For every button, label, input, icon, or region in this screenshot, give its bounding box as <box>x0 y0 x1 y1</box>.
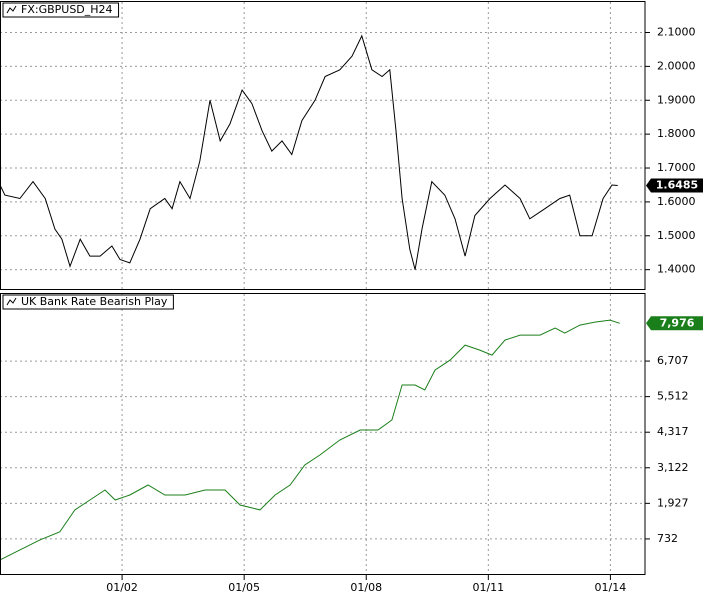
y-tick-label: 5,512 <box>657 390 689 403</box>
y-tick-label: 1.8000 <box>657 127 696 140</box>
legend-icon <box>6 5 17 14</box>
y-tick-label: 2.1000 <box>657 25 696 38</box>
panel-border <box>0 1 646 290</box>
last-value-label: 1.6485 <box>656 178 698 191</box>
x-tick-label: 01/14 <box>595 581 627 594</box>
last-value-marker <box>646 178 703 193</box>
y-tick-label: 1.4000 <box>657 263 696 276</box>
x-tick-label: 01/08 <box>350 581 382 594</box>
y-tick-label: 1.9000 <box>657 93 696 106</box>
legend: UK Bank Rate Bearish Play <box>2 294 174 310</box>
legend-icon <box>6 297 17 306</box>
price-line <box>0 319 620 561</box>
legend-box <box>2 2 120 18</box>
legend-label: FX:GBPUSD_H24 <box>21 3 113 16</box>
legend-box <box>2 294 174 310</box>
y-tick-label: 732 <box>657 532 678 545</box>
price-line <box>0 34 618 270</box>
y-tick-label: 1,927 <box>657 496 689 509</box>
y-tick-label: 6,707 <box>657 354 689 367</box>
legend-label: UK Bank Rate Bearish Play <box>21 295 168 308</box>
y-tick-label: 3,122 <box>657 461 689 474</box>
y-tick-label: 1.6000 <box>657 195 696 208</box>
panel-background <box>0 294 645 575</box>
panel-background <box>0 2 645 290</box>
last-value-label: 7,976 <box>660 316 695 329</box>
legend: FX:GBPUSD_H24 <box>2 2 120 18</box>
panel-border <box>0 293 646 575</box>
last-value-marker <box>646 316 703 331</box>
y-tick-label: 2.0000 <box>657 59 696 72</box>
x-tick-label: 01/11 <box>472 581 504 594</box>
x-tick-label: 01/05 <box>228 581 260 594</box>
x-tick-label: 01/02 <box>106 581 138 594</box>
y-tick-label: 1.5000 <box>657 229 696 242</box>
y-tick-label: 4,317 <box>657 425 689 438</box>
last-value-tag: 1.6485 <box>646 178 703 193</box>
y-tick-label: 1.7000 <box>657 161 696 174</box>
last-value-tag: 7,976 <box>646 316 703 331</box>
